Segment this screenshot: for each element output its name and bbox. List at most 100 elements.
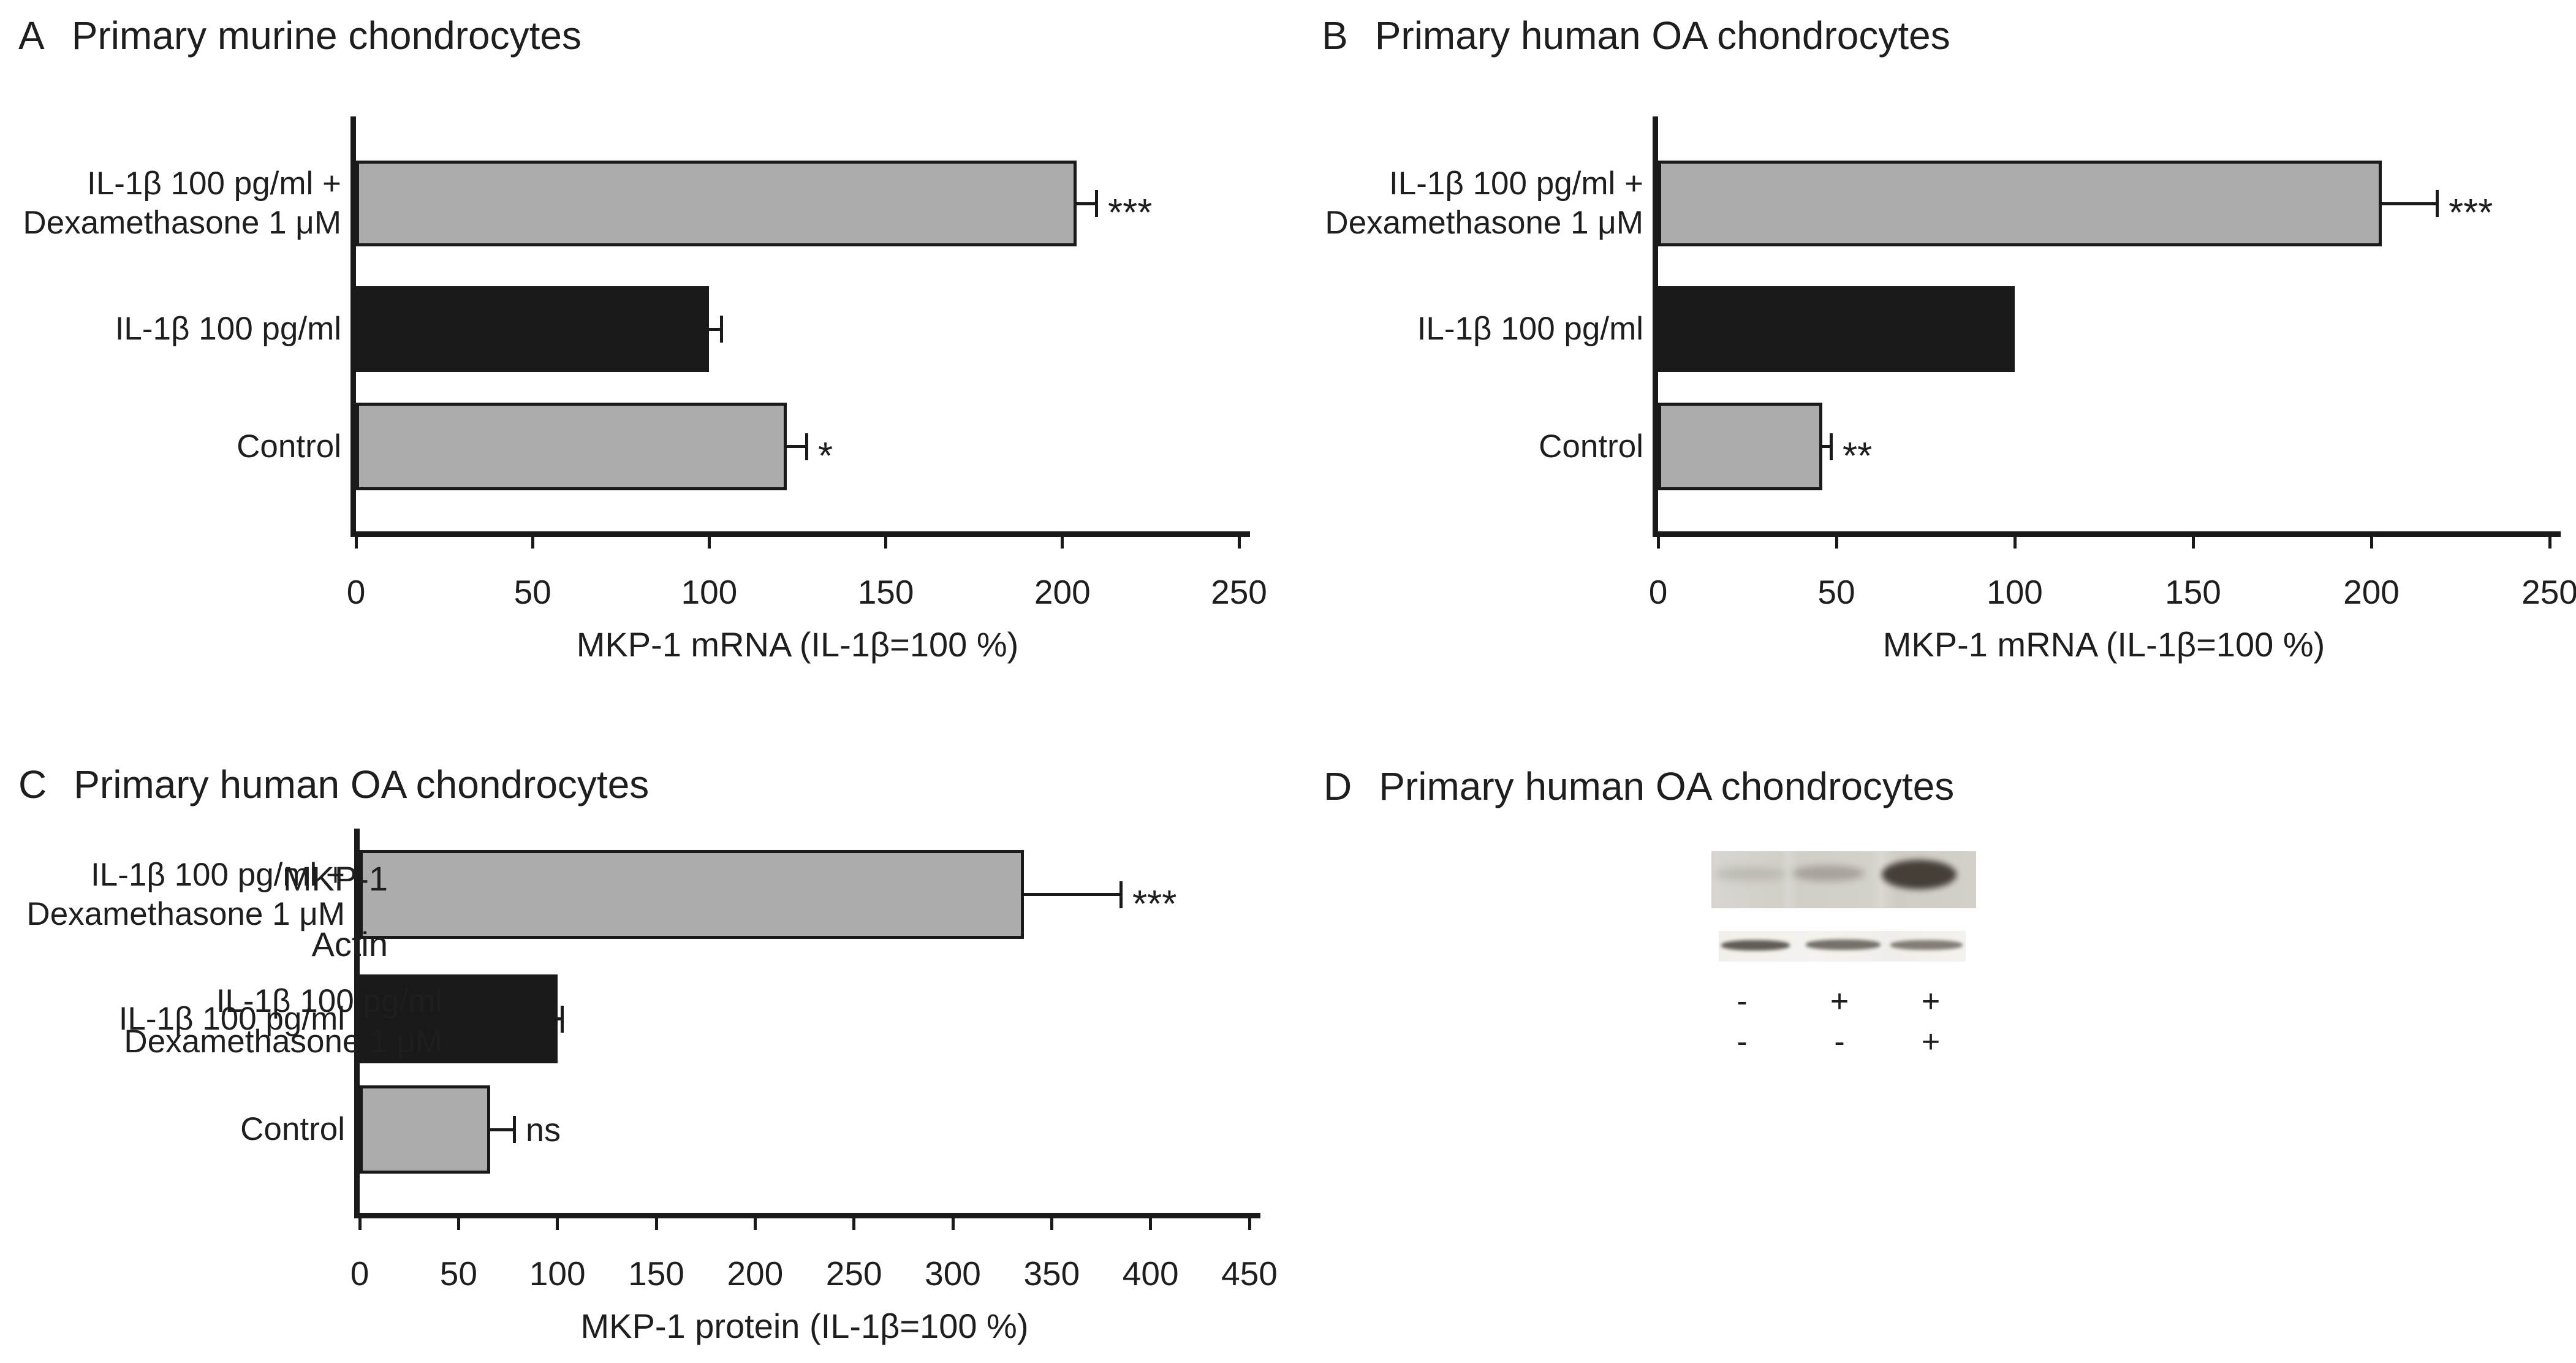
bar-gray	[1658, 161, 2382, 246]
x-tick-mark	[1061, 537, 1064, 549]
significance-label: *	[818, 435, 833, 477]
error-bar-line	[1024, 893, 1123, 896]
x-tick-label: 50	[513, 573, 551, 611]
x-tick-mark	[1149, 1218, 1153, 1230]
significance-label: ns	[526, 1112, 561, 1148]
panel-a-title-text: Primary murine chondrocytes	[71, 13, 581, 58]
blot-row-label-actin: Actin	[311, 925, 388, 963]
condition-dex-lane1: -	[1737, 1024, 1748, 1060]
panel-a-letter: A	[18, 13, 45, 58]
error-bar-line	[2382, 202, 2439, 205]
y-axis	[1653, 116, 1658, 537]
mkp1-blot-image	[1711, 851, 1976, 908]
x-tick-mark	[358, 1218, 362, 1230]
x-axis-label: MKP-1 protein (IL-1β=100 %)	[580, 1307, 1029, 1345]
panel-d: D Primary human OA chondrocytes	[1288, 682, 2576, 1363]
condition-label-dex: Dexamethasone 1 μM	[124, 1023, 442, 1060]
x-tick-label: 250	[2521, 573, 2576, 611]
x-tick-mark	[1248, 1218, 1251, 1230]
actin-blot-image	[1719, 931, 1966, 962]
bar-category-label: Control	[0, 1110, 345, 1149]
bar-category-line: IL-1β 100 pg/ml +	[1389, 165, 1643, 202]
panel-b-title: B Primary human OA chondrocytes	[1322, 13, 1950, 58]
x-tick-mark	[654, 1218, 658, 1230]
bar-category-line: IL-1β 100 pg/ml	[115, 311, 341, 347]
x-tick-mark	[2013, 537, 2017, 549]
x-tick-label: 450	[1221, 1255, 1278, 1293]
panel-c: C Primary human OA chondrocytes 0 50 100 15…	[0, 682, 1288, 1363]
x-tick-label: 150	[2165, 573, 2221, 611]
bar-category-line: IL-1β 100 pg/ml +	[91, 856, 345, 893]
y-axis	[354, 829, 360, 1218]
x-tick-mark	[1835, 537, 1838, 549]
x-tick-label: 300	[925, 1255, 981, 1293]
bar-category-label: IL-1β 100 pg/ml + Dexamethasone 1 μM	[0, 164, 341, 243]
bar-category-label: IL-1β 100 pg/ml + Dexamethasone 1 μM	[1288, 164, 1643, 243]
x-tick-label: 150	[857, 573, 914, 611]
bar-category-line: Dexamethasone 1 μM	[23, 205, 341, 241]
panel-d-title: D Primary human OA chondrocytes	[1324, 764, 1954, 808]
bar-gray	[356, 161, 1077, 246]
x-tick-mark	[951, 1218, 955, 1230]
x-tick-label: 50	[1817, 573, 1855, 611]
blot-row-label-mkp1: MKP-1	[282, 859, 388, 898]
y-axis	[350, 116, 356, 537]
panel-c-title-text: Primary human OA chondrocytes	[74, 762, 650, 807]
bar-category-line: Dexamethasone 1 μM	[1325, 205, 1643, 241]
bar-category-label: Control	[0, 427, 341, 466]
condition-dex-lane2: -	[1834, 1024, 1845, 1060]
panel-b-title-text: Primary human OA chondrocytes	[1374, 13, 1950, 58]
x-tick-mark	[1656, 537, 1660, 549]
x-tick-mark	[707, 537, 711, 549]
x-tick-label: 200	[1034, 573, 1091, 611]
bar-gray	[356, 403, 787, 490]
condition-il1b-lane2: +	[1830, 984, 1849, 1019]
x-tick-mark	[1237, 537, 1241, 549]
bar-gray	[1658, 403, 1822, 490]
x-axis	[1653, 531, 2561, 537]
x-tick-mark	[852, 1218, 856, 1230]
error-bar-cap	[1830, 433, 1833, 460]
bar-gray	[360, 850, 1024, 939]
error-bar-cap	[561, 1005, 564, 1033]
x-tick-label: 250	[825, 1255, 882, 1293]
x-axis-label: MKP-1 mRNA (IL-1β=100 %)	[576, 625, 1019, 664]
x-tick-label: 200	[2343, 573, 2400, 611]
x-tick-mark	[456, 1218, 460, 1230]
error-bar-line	[1077, 202, 1098, 205]
x-tick-mark	[884, 537, 888, 549]
bar-category-label: IL-1β 100 pg/ml	[0, 1000, 345, 1039]
bar-category-label: IL-1β 100 pg/ml	[1288, 309, 1643, 349]
actin-band-lane3	[1890, 940, 1963, 950]
bar-category-label: Control	[1288, 427, 1643, 466]
error-bar-line	[1822, 445, 1833, 448]
x-tick-mark	[2548, 537, 2551, 549]
bar-category-label: IL-1β 100 pg/ml + Dexamethasone 1 μM	[0, 856, 345, 934]
mkp1-band-lane1	[1714, 867, 1786, 881]
x-tick-label: 150	[628, 1255, 684, 1293]
actin-band-lane2	[1806, 940, 1881, 950]
bar-category-line: Control	[1539, 428, 1643, 465]
error-bar-cap	[805, 433, 808, 460]
x-tick-label: 350	[1023, 1255, 1080, 1293]
x-axis	[354, 1213, 1260, 1218]
error-bar-line	[709, 327, 723, 331]
x-tick-label: 50	[439, 1255, 477, 1293]
panel-d-letter: D	[1324, 764, 1352, 808]
x-tick-mark	[556, 1218, 559, 1230]
significance-label: **	[1843, 435, 1873, 477]
x-tick-label: 100	[1987, 573, 2043, 611]
condition-il1b-lane3: +	[1921, 984, 1941, 1019]
bar-category-label: IL-1β 100 pg/ml	[0, 309, 341, 349]
panel-c-title: C Primary human OA chondrocytes	[18, 762, 649, 807]
bar-black	[360, 974, 558, 1063]
condition-il1b-lane1: -	[1737, 984, 1748, 1019]
bar-category-line: Control	[240, 1111, 345, 1147]
panel-b: B Primary human OA chondrocytes 0 50 100 15…	[1288, 0, 2576, 682]
x-tick-mark	[2370, 537, 2373, 549]
x-tick-mark	[1050, 1218, 1053, 1230]
bar-black	[1658, 286, 2015, 372]
condition-dex-lane3: +	[1921, 1024, 1941, 1060]
x-tick-label: 0	[346, 573, 366, 611]
